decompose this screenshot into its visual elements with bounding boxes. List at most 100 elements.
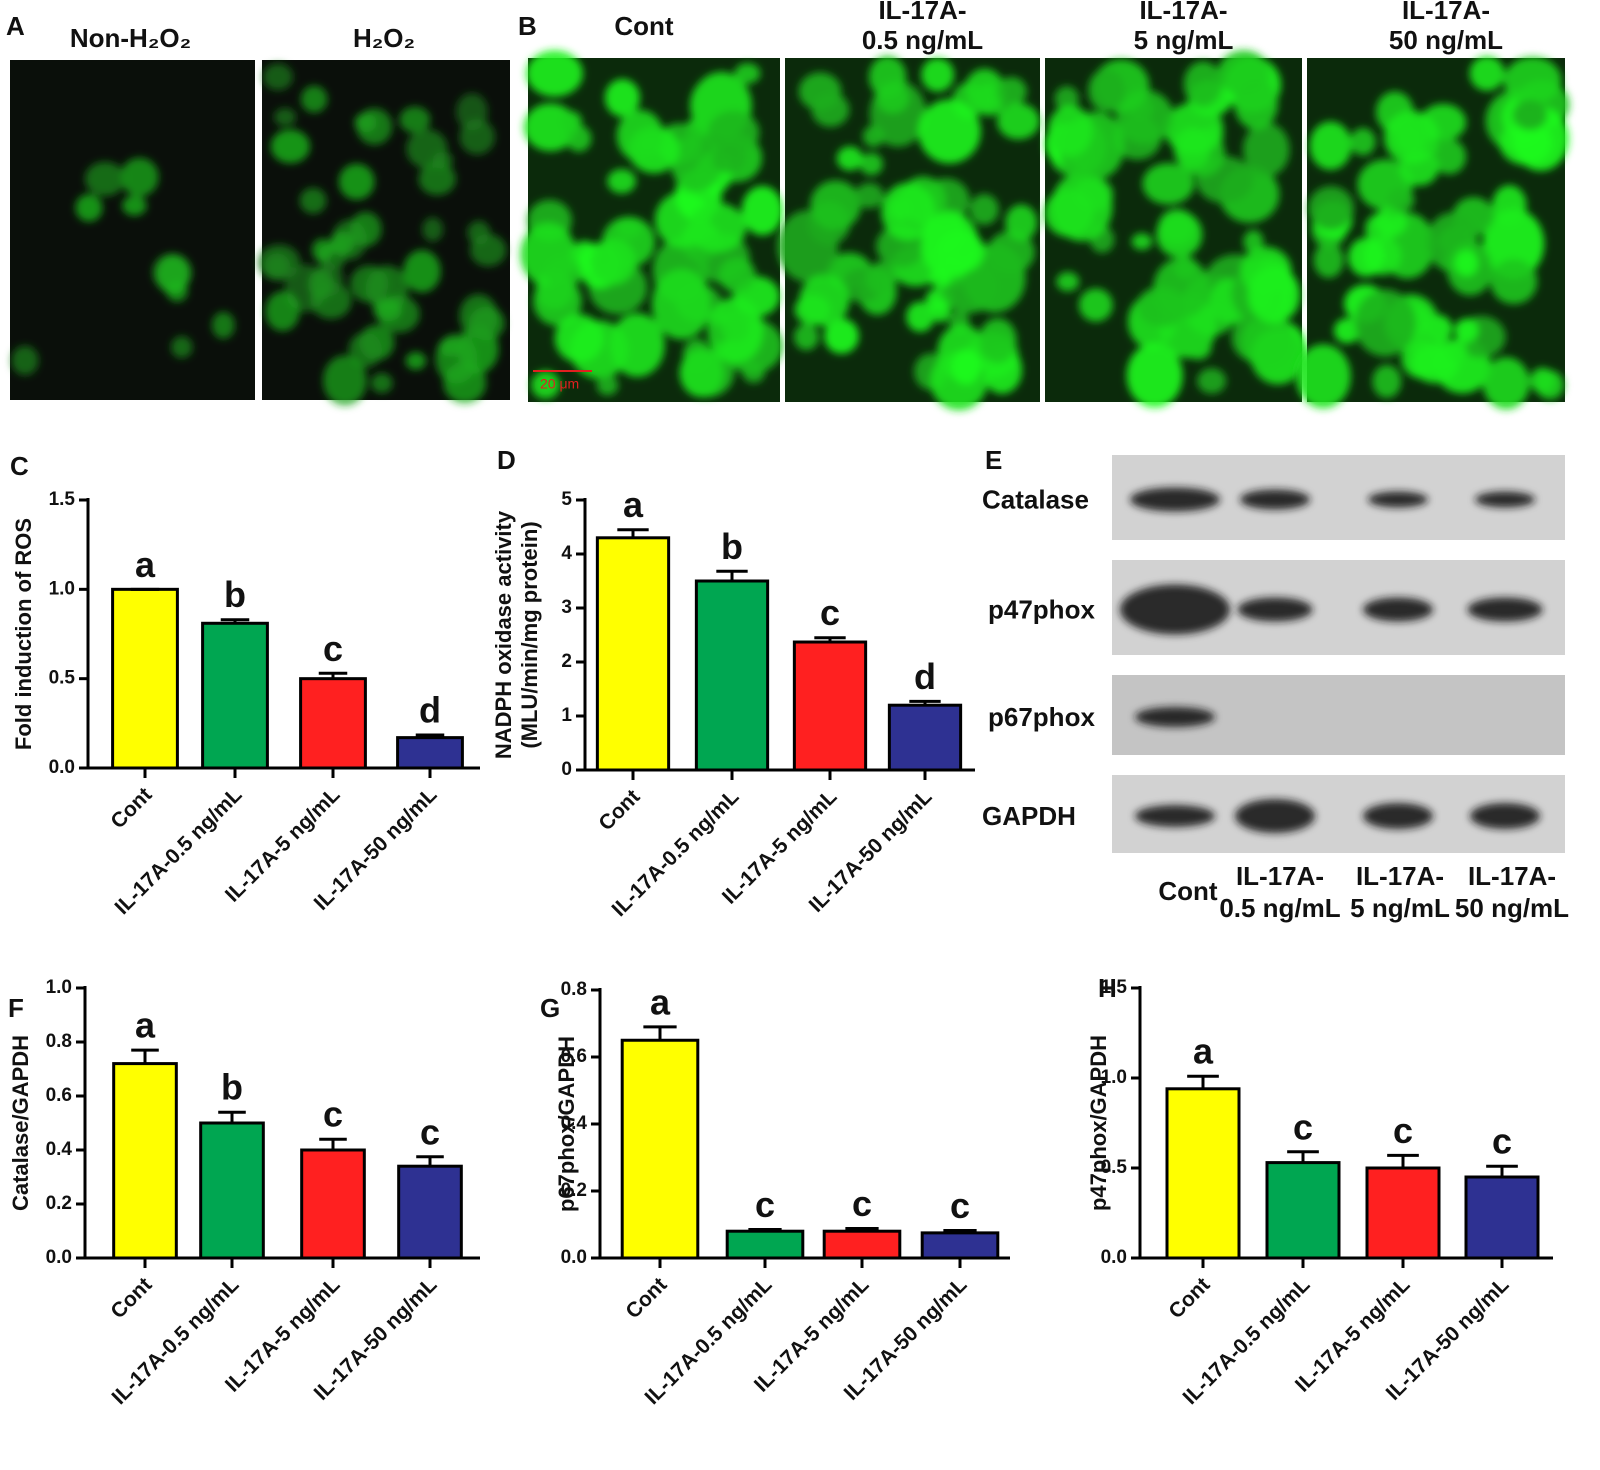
cell <box>616 109 664 162</box>
cell <box>1247 266 1301 324</box>
cell <box>1197 368 1227 394</box>
bar <box>1464 1175 1540 1260</box>
cell <box>1469 56 1505 91</box>
y-axis-label: (MLU/min/mg protein) <box>517 521 542 748</box>
y-tick-label: 3 <box>561 597 572 618</box>
cell <box>811 92 850 127</box>
significance-letter: c <box>1492 1121 1512 1162</box>
cell <box>399 106 431 133</box>
bar <box>201 621 269 770</box>
y-tick-label: 1.5 <box>1101 977 1128 998</box>
cell <box>348 332 382 368</box>
error-bar <box>416 1155 444 1167</box>
cell <box>1512 99 1548 131</box>
cell <box>1482 208 1545 279</box>
cell <box>265 291 300 332</box>
error-bar <box>319 1137 347 1150</box>
cells <box>1044 50 1308 408</box>
y-tick-label: 0.4 <box>561 1113 588 1134</box>
x-tick-label: Cont <box>621 1273 671 1323</box>
y-tick-label: 1.0 <box>1101 1067 1127 1088</box>
bar <box>199 1121 265 1260</box>
cell <box>1051 172 1113 242</box>
cell <box>1503 56 1562 105</box>
label: IL-17A- <box>1356 861 1444 891</box>
error-bar <box>748 1228 782 1232</box>
cell <box>1126 343 1183 408</box>
y-tick-label: 1 <box>561 705 572 726</box>
cell <box>526 50 583 97</box>
cell <box>793 323 819 351</box>
cell <box>1384 110 1440 165</box>
cells <box>257 63 507 406</box>
panel-letter: C <box>10 451 29 481</box>
cell <box>1153 257 1210 319</box>
error-bar <box>845 1227 879 1232</box>
cell <box>865 261 897 296</box>
band-label: GAPDH <box>982 801 1076 831</box>
cell <box>554 314 604 363</box>
cell <box>951 349 982 385</box>
label: IL-17A- <box>1236 861 1324 891</box>
bar <box>299 677 367 770</box>
significance-letter: b <box>721 526 743 567</box>
cell <box>1183 61 1223 107</box>
label: 50 ng/mL <box>1455 893 1569 923</box>
band <box>1237 597 1313 622</box>
cell <box>1386 187 1415 213</box>
cell <box>1313 242 1344 278</box>
cell <box>349 265 389 303</box>
x-tick-label: Cont <box>106 1273 156 1323</box>
cell <box>559 110 583 133</box>
cell <box>921 211 980 279</box>
band <box>1120 584 1230 635</box>
y-tick-label: 0.8 <box>561 979 587 1000</box>
bar <box>396 736 464 770</box>
cell <box>1348 237 1385 277</box>
cell <box>211 311 235 339</box>
band <box>1363 803 1433 829</box>
significance-letter: c <box>820 592 840 633</box>
bar <box>822 1229 902 1260</box>
cell <box>533 276 582 326</box>
cell <box>1056 272 1080 292</box>
y-tick-label: 0.2 <box>46 1193 72 1214</box>
error-bar <box>943 1229 977 1233</box>
y-tick-label: 0.8 <box>46 1031 72 1052</box>
cell <box>1131 233 1153 250</box>
y-tick-label: 0.0 <box>561 1247 587 1268</box>
cell <box>596 375 619 396</box>
y-tick-label: 0.5 <box>1101 1157 1128 1178</box>
cell <box>156 254 190 295</box>
cell <box>329 231 355 255</box>
bar <box>595 536 671 772</box>
bar <box>694 579 770 772</box>
cell <box>1333 318 1361 344</box>
cell <box>1431 138 1467 175</box>
significance-letter: b <box>221 1067 243 1108</box>
x-tick-label: Cont <box>1164 1273 1214 1323</box>
cell <box>299 187 327 214</box>
panel-letter: A <box>6 11 25 41</box>
bar <box>1265 1161 1341 1260</box>
significance-letter: a <box>623 484 644 525</box>
y-tick-label: 0 <box>561 759 572 780</box>
cells <box>1295 56 1570 410</box>
y-tick-label: 4 <box>561 543 572 564</box>
y-tick-label: 0.0 <box>1101 1247 1127 1268</box>
cell <box>1078 288 1113 322</box>
y-axis-label: p47phox/GAPDH <box>1086 1035 1111 1211</box>
cell <box>84 161 126 197</box>
cell <box>468 306 505 341</box>
panel-letter: D <box>497 445 516 475</box>
cell <box>467 220 491 245</box>
band-label: Catalase <box>982 484 1089 514</box>
cell <box>1250 328 1305 385</box>
significance-letter: c <box>420 1111 440 1152</box>
cell <box>718 257 756 294</box>
cell <box>257 244 301 281</box>
cell <box>459 119 495 155</box>
cell <box>356 108 393 145</box>
cell <box>435 334 478 384</box>
scale-bar-label: 20 μm <box>540 376 579 392</box>
